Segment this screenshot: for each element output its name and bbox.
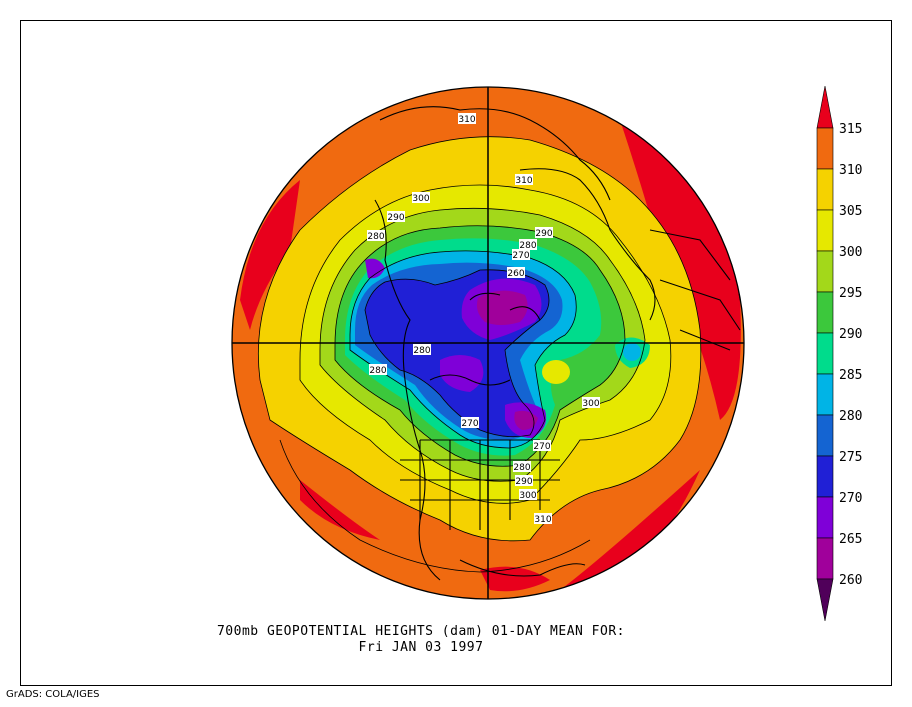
colorbar-swatch: [816, 168, 834, 211]
field-315-sw: [300, 480, 380, 540]
colorbar-swatch: [816, 209, 834, 252]
contour-label: 310: [515, 176, 532, 186]
colorbar-swatch: [816, 455, 834, 498]
field-280-east: [623, 343, 641, 361]
contour-label: 280: [513, 463, 530, 473]
contour-label: 270: [461, 419, 478, 429]
colorbar-swatch: [816, 496, 834, 539]
colorbar-swatch: [816, 250, 834, 293]
field-265-d: [365, 258, 385, 279]
field-315-west: [240, 180, 300, 330]
contour-labels: 310 310 300 290 280 290 280 270 260 280 …: [367, 113, 600, 525]
credit-text: GrADS: COLA/IGES: [6, 689, 100, 700]
coastlines: [374, 106, 741, 581]
contour-label: 290: [515, 477, 532, 487]
contour-label: 300: [412, 194, 429, 204]
field-265-b: [440, 355, 484, 392]
contour-label: 290: [535, 229, 552, 239]
colorbar-label: 300: [839, 245, 862, 260]
colorbar-swatch: [816, 537, 834, 580]
height-field: [232, 87, 744, 599]
contour-label: 310: [458, 115, 475, 125]
contour-label: 270: [533, 442, 550, 452]
colorbar-swatch: [816, 127, 834, 170]
colorbar-swatch: [816, 373, 834, 416]
colorbar-label: 310: [839, 163, 862, 178]
colorbar-label: 275: [839, 450, 862, 465]
colorbar-bottom-arrow: [816, 578, 834, 622]
contour-label: 280: [367, 232, 384, 242]
contour-label: 310: [534, 515, 551, 525]
colorbar-label: 270: [839, 491, 862, 506]
contour-label: 300: [519, 491, 536, 501]
colorbar-swatch: [816, 414, 834, 457]
contour-label: 260: [507, 269, 524, 279]
colorbar-top-arrow: [816, 85, 834, 129]
colorbar-label: 285: [839, 368, 862, 383]
field-260: [476, 290, 528, 325]
colorbar-label: 305: [839, 204, 862, 219]
colorbar-label: 290: [839, 327, 862, 342]
field-300-high: [542, 360, 570, 384]
contour-label: 270: [512, 251, 529, 261]
colorbar-label: 315: [839, 122, 862, 137]
colorbar-label: 280: [839, 409, 862, 424]
contour-label: 280: [413, 346, 430, 356]
title-line-1: 700mb GEOPOTENTIAL HEIGHTS (dam) 01-DAY …: [216, 624, 625, 639]
colorbar-legend: 315 310 305 300 295 290 285 280 275 270 265 260: [816, 85, 862, 622]
plot-frame: [20, 20, 892, 686]
contour-label: 280: [369, 366, 386, 376]
colorbar-label: 260: [839, 573, 862, 588]
title-line-2: Fri JAN 03 1997: [358, 640, 484, 655]
contour-label: 280: [519, 241, 536, 251]
colorbar-swatch: [816, 332, 834, 375]
colorbar-label: 265: [839, 532, 862, 547]
colorbar-swatch: [816, 291, 834, 334]
contour-label: 290: [387, 213, 404, 223]
colorbar-label: 295: [839, 286, 862, 301]
contour-label: 300: [582, 399, 599, 409]
